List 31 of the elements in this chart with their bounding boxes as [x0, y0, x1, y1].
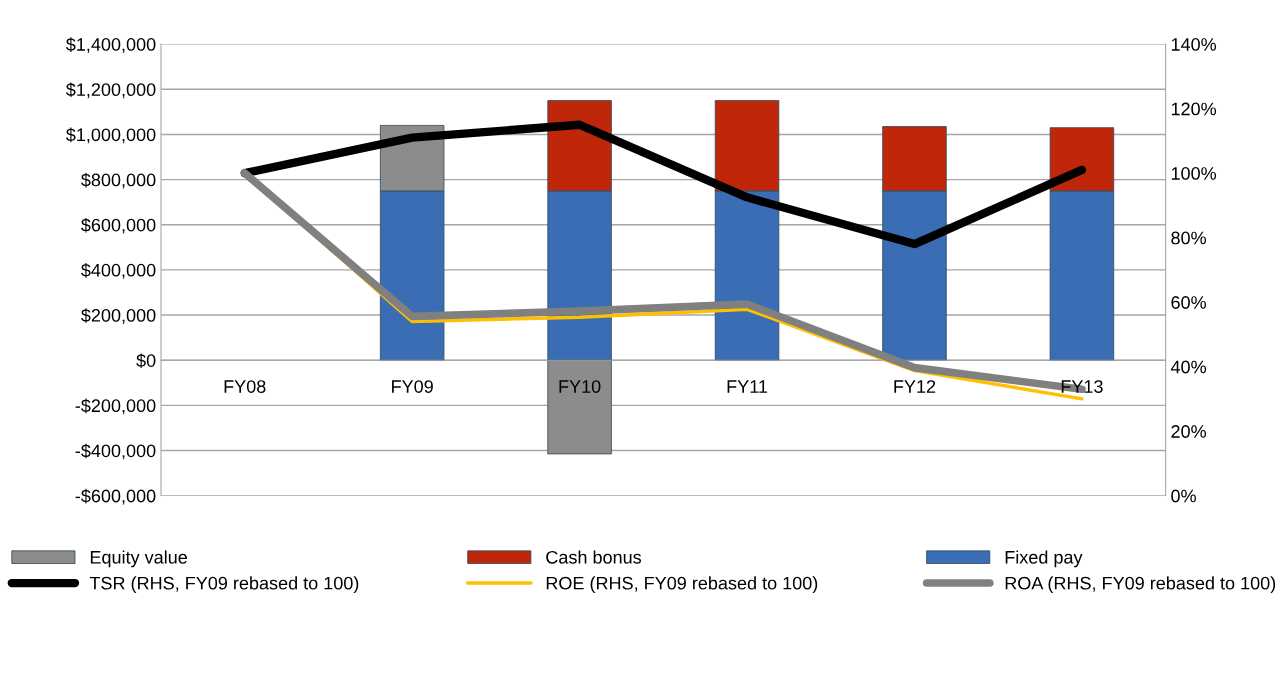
- y-tick-label: $600,000: [81, 217, 156, 234]
- y-tick-label: -$600,000: [75, 488, 156, 505]
- y-tick-label: $1,400,000: [65, 37, 156, 53]
- y-tick-label: $1,000,000: [65, 127, 156, 144]
- legend-label: ROA (RHS, FY09 rebased to 100): [1005, 576, 1276, 594]
- legend-label: Fixed pay: [1005, 550, 1083, 568]
- legend-label: ROE (RHS, FY09 rebased to 100): [546, 576, 818, 594]
- x-tick-label: FY11: [727, 380, 768, 393]
- y2-tick-label: 60%: [1171, 296, 1206, 309]
- legend-label: TSR (RHS, FY09 rebased to 100): [89, 576, 359, 594]
- legend-label: Cash bonus: [546, 550, 642, 564]
- x-tick-label: FY09: [392, 380, 433, 393]
- y2-tick-label: 120%: [1171, 102, 1217, 116]
- y-tick-label: $200,000: [81, 308, 156, 324]
- legend-label: Equity value: [90, 550, 187, 568]
- y2-tick-label: 40%: [1170, 360, 1206, 374]
- y2-tick-label: 140%: [1171, 38, 1217, 51]
- y2-tick-label: 0%: [1171, 489, 1196, 503]
- x-tick-label: FY10: [559, 380, 601, 393]
- y-tick-label: $400,000: [81, 263, 156, 279]
- y2-tick-label: 100%: [1171, 167, 1217, 180]
- y2-tick-label: 20%: [1171, 425, 1206, 438]
- y-tick-label: $800,000: [81, 172, 156, 189]
- x-tick-label: FY12: [894, 380, 936, 393]
- y-tick-label: $1,200,000: [65, 82, 156, 99]
- y-tick-label: -$200,000: [75, 398, 156, 415]
- y-tick-label: -$400,000: [75, 443, 156, 460]
- y-tick-label: $0: [136, 353, 156, 368]
- x-tick-label: FY08: [224, 380, 266, 393]
- x-tick-label: FY13: [1061, 380, 1103, 393]
- y2-tick-label: 80%: [1171, 231, 1206, 245]
